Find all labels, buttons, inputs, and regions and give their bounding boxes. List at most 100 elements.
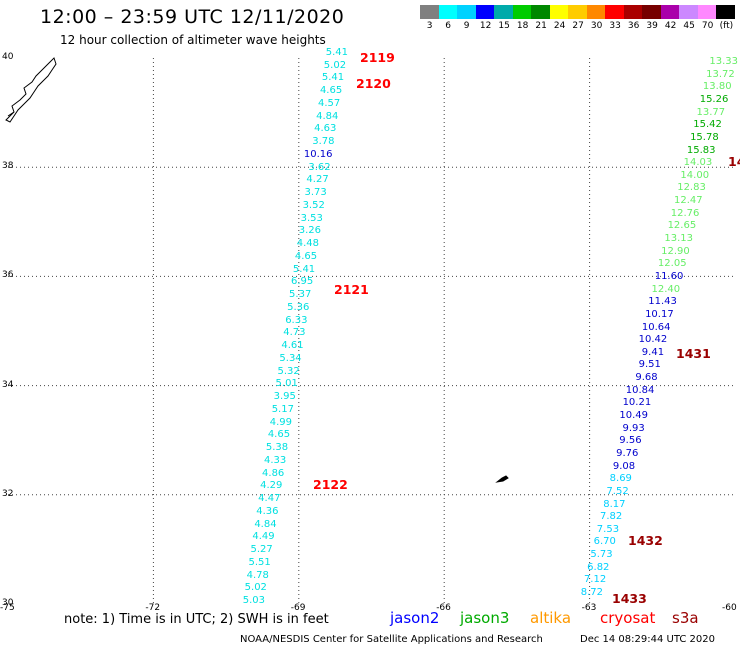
- wave-height-value: 4.47: [258, 493, 281, 505]
- pass-number-label: 2121: [334, 282, 369, 297]
- lon-tick-label: -75: [0, 603, 15, 613]
- wave-height-value: 4.84: [316, 110, 339, 122]
- wave-height-value: 4.57: [318, 97, 341, 109]
- wave-height-value: 9.51: [638, 359, 661, 371]
- wave-height-value: 4.61: [281, 340, 304, 352]
- wave-height-value: 4.48: [296, 238, 320, 250]
- legend-label: 39: [646, 21, 658, 31]
- wave-height-value: 12.65: [667, 220, 697, 232]
- wave-height-value: 4.65: [319, 85, 343, 97]
- wave-height-value: 10.17: [645, 308, 674, 320]
- wave-height-value: 4.65: [267, 429, 291, 441]
- wave-height-value: 6.95: [290, 276, 314, 288]
- wave-height-value: 10.49: [619, 410, 648, 421]
- satellite-label: altika: [530, 609, 572, 627]
- wave-height-value: 5.36: [287, 301, 310, 313]
- wave-height-value: 5.37: [289, 289, 312, 301]
- lat-tick-label: 40: [2, 52, 14, 62]
- wave-height-value: 10.42: [638, 334, 668, 346]
- lon-tick-label: -72: [145, 603, 161, 613]
- lat-tick-label: 38: [2, 161, 14, 172]
- wave-height-value: 12.47: [674, 195, 703, 207]
- wave-height-value: 5.41: [325, 47, 348, 58]
- wave-height-value: 13.80: [702, 81, 732, 93]
- wave-height-value: 4.86: [262, 467, 285, 479]
- legend-label: 12: [479, 21, 492, 31]
- wave-height-value: 3.73: [304, 187, 327, 199]
- wave-height-value: 7.82: [600, 511, 623, 523]
- lon-tick-label: -66: [436, 603, 451, 613]
- wave-height-value: 5.34: [279, 352, 302, 364]
- legend-label: 30: [590, 21, 603, 31]
- legend-label: 70: [701, 21, 714, 31]
- wave-height-value: 5.41: [292, 263, 316, 275]
- legend-swatch: [457, 5, 476, 19]
- legend-swatch: [494, 5, 513, 19]
- lat-tick-label: 36: [2, 270, 14, 281]
- wave-height-value: 7.12: [583, 574, 607, 586]
- footer-note: note: 1) Time is in UTC; 2) SWH is in fe…: [64, 612, 329, 627]
- lat-tick-label: 32: [2, 488, 14, 499]
- pass-number-label: 2119: [360, 50, 395, 65]
- wave-height-value: 8.17: [603, 498, 626, 510]
- lon-tick-label: -63: [581, 603, 597, 613]
- legend-label: 36: [627, 21, 640, 31]
- legend-swatch: [549, 5, 568, 19]
- legend-swatch: [531, 5, 550, 19]
- satellite-label: jason2: [390, 609, 440, 627]
- wave-height-value: 4.29: [260, 480, 283, 492]
- wave-height-value: 13.72: [706, 68, 735, 80]
- wave-height-value: 3.26: [298, 225, 321, 237]
- credit-line: NOAA/NESDIS Center for Satellite Applica…: [240, 634, 543, 645]
- lat-tick-label: 34: [2, 379, 14, 390]
- wave-height-value: 3.62: [308, 161, 331, 173]
- wave-height-value: 5.38: [265, 442, 289, 454]
- wave-height-value: 4.78: [246, 569, 269, 581]
- legend-swatch: [512, 5, 531, 19]
- wave-height-value: 8.72: [580, 587, 603, 598]
- wave-height-value: 9.08: [612, 460, 636, 472]
- wave-height-value: 4.33: [263, 454, 287, 466]
- legend-label: 45: [683, 21, 695, 31]
- wave-height-value: 5.51: [248, 556, 271, 568]
- pass-number-label: 14: [728, 154, 740, 169]
- wave-height-value: 4.65: [294, 250, 318, 262]
- wave-height-value: 14.03: [683, 157, 713, 169]
- coastline-bermuda: [495, 475, 509, 483]
- legend-swatch: [605, 5, 624, 19]
- pass-number-label: 1433: [612, 591, 647, 606]
- legend-label: 6: [445, 21, 451, 31]
- satellite-label: s3a: [672, 609, 699, 627]
- wave-height-value: 3.52: [302, 199, 325, 211]
- wave-height-value: 4.73: [283, 327, 306, 339]
- wave-height-value: 3.78: [312, 136, 335, 148]
- legend-swatch: [438, 5, 457, 19]
- wave-height-value: 4.49: [252, 531, 275, 543]
- legend-swatch: [586, 5, 605, 19]
- wave-height-value: 5.73: [590, 549, 613, 561]
- legend-swatch: [568, 5, 587, 19]
- satellite-label: jason3: [460, 609, 510, 627]
- wave-height-value: 10.16: [303, 148, 333, 160]
- wave-height-value: 4.27: [306, 174, 329, 186]
- wave-height-value: 9.41: [641, 346, 665, 358]
- wave-height-value: 10.64: [641, 321, 671, 333]
- legend-label: 27: [572, 21, 584, 31]
- coastline-nova-scotia: [5, 57, 57, 123]
- coastline-sable-island: [7, 111, 15, 117]
- pass-number-label: 2120: [356, 76, 391, 91]
- wave-height-value: 13.77: [696, 106, 726, 118]
- wave-height-value: 7.53: [596, 523, 620, 535]
- wave-height-value: 6.33: [285, 314, 308, 326]
- wave-height-value: 5.02: [323, 59, 347, 71]
- wave-height-value: 11.43: [648, 296, 677, 308]
- wave-height-value: 15.78: [690, 131, 719, 143]
- wave-height-value: 9.93: [622, 422, 645, 434]
- wave-height-value: 4.63: [314, 123, 337, 135]
- map-title: 12:00 – 23:59 UTC 12/11/2020: [40, 6, 345, 28]
- legend-label: 15: [498, 21, 510, 31]
- legend-swatch: [475, 5, 494, 19]
- wave-height-value: 9.68: [635, 372, 658, 384]
- legend-label: 3: [426, 21, 433, 31]
